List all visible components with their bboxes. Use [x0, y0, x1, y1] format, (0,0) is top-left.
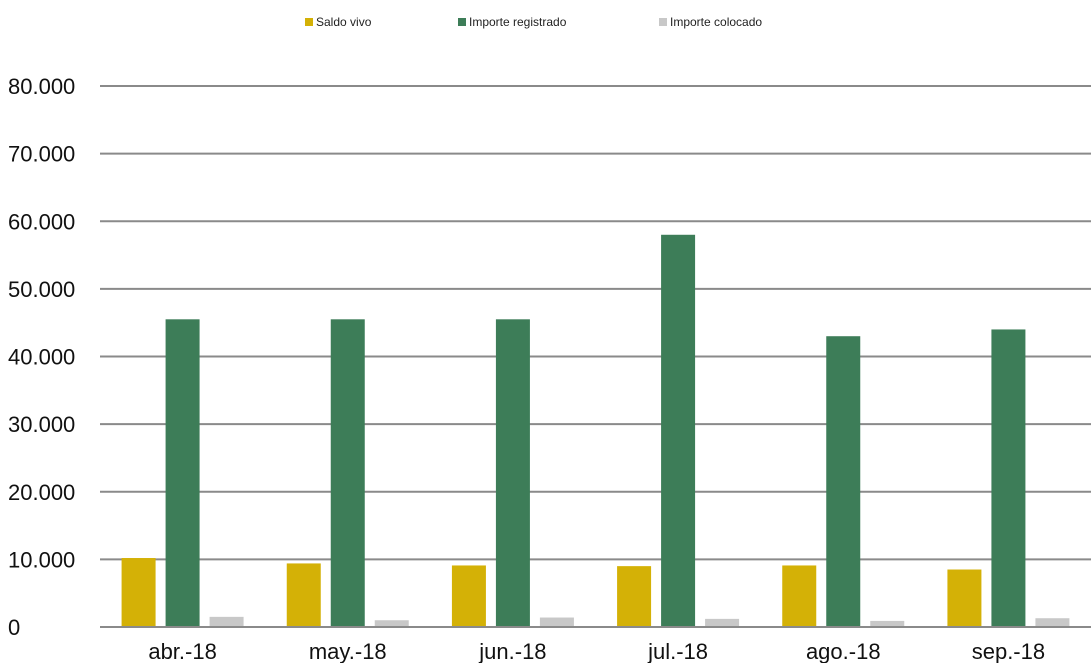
y-tick-label-8: 80.000	[8, 74, 75, 99]
bar-importe-colocado-0	[209, 616, 244, 627]
chart-legend: Saldo vivo Importe registrado Importe co…	[0, 15, 1091, 33]
bar-importe-colocado-5	[1035, 618, 1070, 627]
x-tick-label-5: sep.-18	[972, 639, 1045, 663]
bar-saldo-vivo-0	[121, 558, 156, 627]
bar-importe-registrado-4	[826, 336, 861, 627]
bar-importe-registrado-5	[991, 329, 1026, 627]
legend-label-saldo-vivo: Saldo vivo	[316, 15, 372, 29]
bar-importe-colocado-4	[870, 620, 905, 627]
legend-item-importe-registrado: Importe registrado	[458, 15, 566, 29]
legend-swatch-saldo-vivo	[305, 18, 313, 26]
x-tick-label-4: ago.-18	[806, 639, 881, 663]
bar-importe-colocado-3	[705, 618, 740, 627]
bar-importe-registrado-2	[495, 319, 530, 627]
bar-importe-registrado-1	[330, 319, 365, 627]
y-tick-label-6: 60.000	[8, 209, 75, 234]
legend-swatch-importe-registrado	[458, 18, 466, 26]
legend-label-importe-registrado: Importe registrado	[469, 15, 567, 29]
y-tick-label-5: 50.000	[8, 277, 75, 302]
y-tick-label-0: 0	[8, 615, 20, 640]
y-tick-label-2: 20.000	[8, 480, 75, 505]
y-tick-label-4: 40.000	[8, 345, 75, 370]
bar-saldo-vivo-4	[782, 565, 817, 627]
x-tick-label-3: jul.-18	[647, 639, 708, 663]
legend-swatch-importe-colocado	[659, 18, 667, 26]
y-tick-label-7: 70.000	[8, 142, 75, 167]
legend-item-importe-colocado: Importe colocado	[659, 15, 762, 29]
bar-saldo-vivo-3	[617, 566, 652, 627]
bar-importe-registrado-3	[661, 234, 696, 627]
legend-item-saldo-vivo: Saldo vivo	[305, 15, 371, 29]
x-tick-label-2: jun.-18	[478, 639, 546, 663]
bar-importe-colocado-1	[374, 620, 409, 627]
bar-importe-registrado-0	[165, 319, 200, 627]
bar-saldo-vivo-1	[286, 563, 321, 627]
bar-importe-colocado-2	[539, 617, 574, 627]
bar-saldo-vivo-2	[451, 565, 486, 627]
x-tick-label-0: abr.-18	[148, 639, 217, 663]
bar-saldo-vivo-5	[947, 569, 982, 627]
legend-label-importe-colocado: Importe colocado	[670, 15, 763, 29]
x-tick-label-1: may.-18	[309, 639, 387, 663]
y-tick-label-1: 10.000	[8, 547, 75, 572]
y-tick-label-3: 30.000	[8, 412, 75, 437]
